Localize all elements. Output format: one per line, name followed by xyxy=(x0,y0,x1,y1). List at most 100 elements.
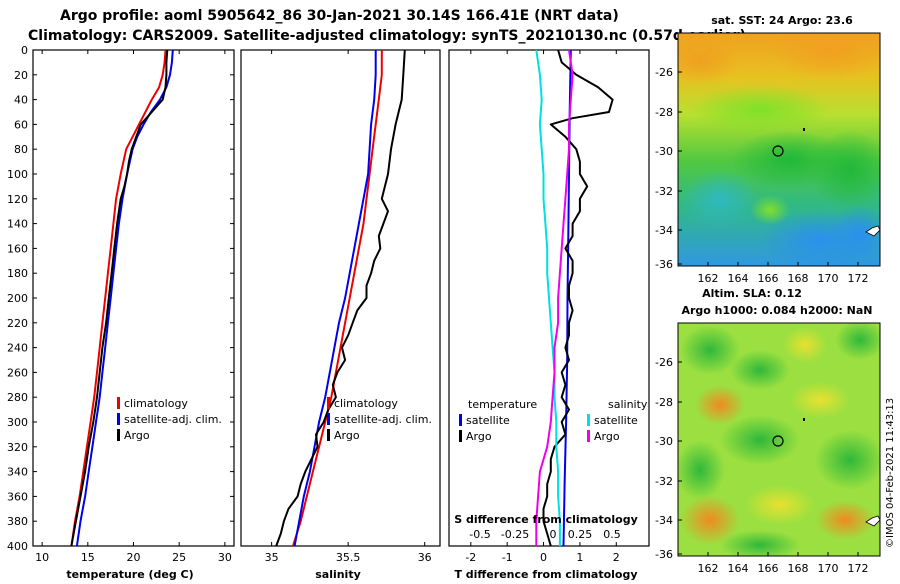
island-mark xyxy=(803,128,805,131)
salinity-plot-frame xyxy=(240,49,441,547)
legend-swatch-temperature-argo xyxy=(459,430,462,442)
sla-field xyxy=(678,323,880,556)
depth-tick-label: 40 xyxy=(14,94,28,107)
difference-legend: temperature satellite Argo salinity sate… xyxy=(459,398,648,443)
legend-label-salinity-argo: Argo xyxy=(594,430,620,443)
salinity-series xyxy=(275,49,406,547)
lon-tick-label: 168 xyxy=(788,272,809,285)
legend-swatch-argo xyxy=(117,429,120,441)
figure-title-line1: Argo profile: aoml 5905642_86 30-Jan-202… xyxy=(60,8,619,24)
lon-tick-label: 162 xyxy=(698,562,719,575)
x-tick-label: 2 xyxy=(613,551,620,564)
legend-swatch-satellite-adj xyxy=(327,413,330,425)
legend-label-climatology: climatology xyxy=(334,397,398,410)
depth-tick-label: 0 xyxy=(21,44,28,57)
depth-tick-label: 60 xyxy=(14,118,28,131)
x-tick-label: 35.5 xyxy=(336,551,361,564)
legend-label-satellite-adj: satellite-adj. clim. xyxy=(334,413,432,426)
depth-tick-label: 300 xyxy=(7,416,28,429)
sst-map: sat. SST: 24 Argo: 23.6 -26-28-30-32-34-… xyxy=(655,14,881,285)
legend-label-temperature-satellite: satellite xyxy=(466,414,510,427)
lat-tick-label: -34 xyxy=(655,514,673,527)
x-tick-label: 30 xyxy=(218,551,232,564)
lat-tick-label: -30 xyxy=(655,145,673,158)
depth-tick-label: 100 xyxy=(7,168,28,181)
sla-map-title-2: Argo h1000: 0.084 h2000: NaN xyxy=(681,304,872,317)
temperature-legend: climatology satellite-adj. clim. Argo xyxy=(117,397,222,442)
salinity-diff-tick-label: 0.5 xyxy=(603,528,621,541)
lat-tick-label: -26 xyxy=(655,66,673,79)
series-line-temperature-argo xyxy=(542,49,614,547)
difference-panel: -2 -1 0 1 2 T difference from climatology S … xyxy=(448,49,650,581)
legend-label-temperature-argo: Argo xyxy=(466,430,492,443)
lon-tick-label: 170 xyxy=(818,272,839,285)
sst-lon-axis: 162 164 166 168 170 172 xyxy=(698,262,869,285)
series-line-argo xyxy=(275,49,406,547)
x-tick-label: 15 xyxy=(81,551,95,564)
legend-swatch-satellite-adj xyxy=(117,413,120,425)
sla-map-frame xyxy=(677,322,881,557)
salinity-x-axis: 35 35.5 36 xyxy=(265,50,432,564)
temperature-x-axis: 10 15 20 25 30 xyxy=(35,50,232,564)
salinity-diff-tick-label: -0.25 xyxy=(501,528,529,541)
argo-float-marker xyxy=(772,145,784,157)
legend-swatch-climatology xyxy=(117,397,120,409)
depth-tick-label: 80 xyxy=(14,143,28,156)
depth-tick-label: 260 xyxy=(7,366,28,379)
salinity-legend: climatology satellite-adj. clim. Argo xyxy=(327,397,432,442)
imos-credit: ©IMOS 04-Feb-2021 11:43:13 xyxy=(885,398,896,548)
salinity-diff-tick-label: 0.25 xyxy=(568,528,593,541)
legend-title-temperature: temperature xyxy=(468,398,537,411)
depth-tick-label: 140 xyxy=(7,218,28,231)
lon-tick-label: 164 xyxy=(728,562,749,575)
sst-map-frame xyxy=(677,32,881,267)
salinity-xlabel: salinity xyxy=(315,568,361,580)
temperature-series xyxy=(70,49,174,547)
depth-tick-label: 320 xyxy=(7,441,28,454)
legend-label-climatology: climatology xyxy=(124,397,188,410)
legend-label-argo: Argo xyxy=(334,429,360,442)
series-line-climatology xyxy=(70,49,167,547)
lat-tick-label: -28 xyxy=(655,106,673,119)
sla-lon-axis: 162 164 166 168 170 172 xyxy=(698,552,869,575)
difference-xlabel: T difference from climatology xyxy=(454,568,637,580)
lat-tick-label: -32 xyxy=(655,185,673,198)
salinity-diff-tick-label: -0.5 xyxy=(469,528,490,541)
depth-tick-label: 160 xyxy=(7,242,28,255)
lon-tick-label: 168 xyxy=(788,562,809,575)
x-tick-label: 36 xyxy=(418,551,432,564)
sst-map-title: sat. SST: 24 Argo: 23.6 xyxy=(711,14,853,27)
x-tick-label: 1 xyxy=(576,551,583,564)
lat-tick-label: -32 xyxy=(655,475,673,488)
difference-series xyxy=(535,49,614,547)
salinity-difference-label: S difference from climatology xyxy=(454,513,638,526)
series-line-satellite-adj-clim- xyxy=(293,50,377,547)
legend-label-satellite-adj: satellite-adj. clim. xyxy=(124,413,222,426)
legend-title-salinity: salinity xyxy=(608,398,648,411)
lat-tick-label: -36 xyxy=(655,258,673,271)
depth-tick-label: 200 xyxy=(7,292,28,305)
sla-map: Altim. SLA: 0.12 Argo h1000: 0.084 h2000… xyxy=(655,287,881,575)
lat-tick-label: -28 xyxy=(655,396,673,409)
lon-tick-label: 172 xyxy=(848,562,869,575)
temperature-panel: 0204060801001201401601802002202402602803… xyxy=(7,44,649,581)
x-tick-label: -2 xyxy=(465,551,476,564)
series-line-satellite-adj-clim- xyxy=(75,49,174,547)
lat-tick-label: -36 xyxy=(655,548,673,561)
coast-outline xyxy=(865,515,881,527)
lat-tick-label: -30 xyxy=(655,435,673,448)
lat-tick-label: -26 xyxy=(655,356,673,369)
coast-outline xyxy=(865,225,881,237)
depth-tick-label: 340 xyxy=(7,466,28,479)
figure-title-line2: Climatology: CARS2009. Satellite-adjuste… xyxy=(28,28,746,44)
lon-tick-label: 170 xyxy=(818,562,839,575)
argo-float-marker xyxy=(772,435,784,447)
series-line-climatology xyxy=(292,50,383,547)
depth-tick-label: 120 xyxy=(7,193,28,206)
sst-lat-axis: -26 -28 -30 -32 -34 -36 xyxy=(655,66,682,271)
temperature-plot-frame xyxy=(32,49,235,547)
legend-swatch-temperature-satellite xyxy=(459,414,462,426)
sla-lat-axis: -26 -28 -30 -32 -34 -36 xyxy=(655,356,682,561)
